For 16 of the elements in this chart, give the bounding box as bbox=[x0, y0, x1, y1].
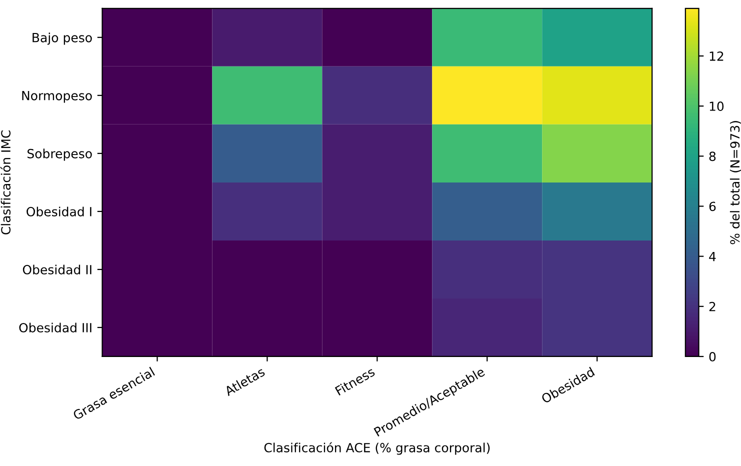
color-bar-label: 0 bbox=[709, 352, 716, 362]
color-bar-label: 8 bbox=[709, 152, 716, 162]
color-bar-title: % del total (N=973) bbox=[730, 121, 741, 244]
y-tick-label: Obesidad II bbox=[22, 264, 92, 274]
y-tick-label: Normopeso bbox=[22, 91, 92, 103]
x-axis-title: Clasificación ACE (% grasa corporal) bbox=[264, 442, 490, 455]
color-bar-label: 4 bbox=[709, 252, 716, 262]
y-tick-label: Obesidad I bbox=[26, 206, 92, 216]
color-bar-label: 2 bbox=[709, 302, 716, 312]
y-tick-label: Obesidad III bbox=[19, 322, 92, 332]
y-tick-label: Sobrepeso bbox=[28, 148, 92, 161]
y-tick-label: Bajo peso bbox=[32, 32, 92, 45]
y-axis-title: Clasificación IMC bbox=[0, 130, 11, 234]
color-bar-label: 10 bbox=[710, 102, 724, 111]
color-bar-label: 6 bbox=[709, 202, 716, 212]
color-bar-label: 12 bbox=[710, 51, 724, 61]
